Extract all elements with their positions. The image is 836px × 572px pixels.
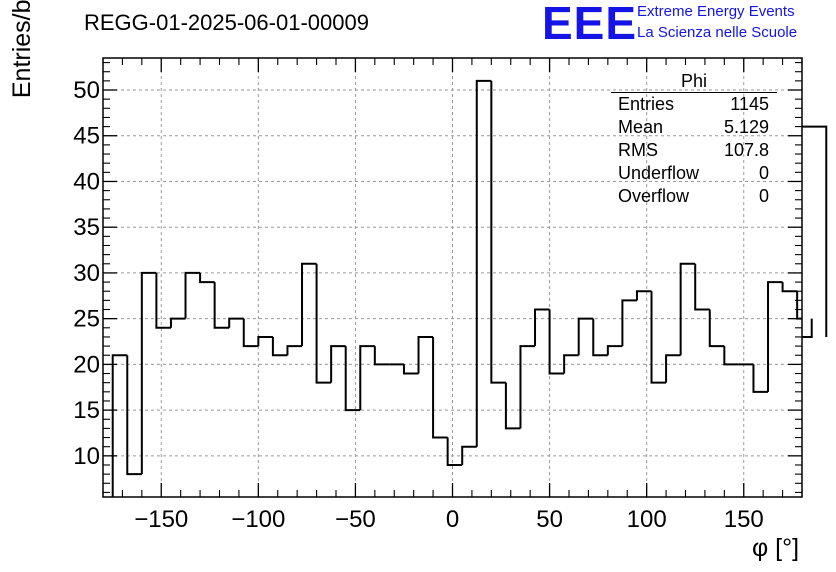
histogram-bin bbox=[781, 282, 798, 293]
x-tick-label: 150 bbox=[724, 506, 764, 533]
y-axis-label: Entries/bin bbox=[8, 0, 36, 99]
histogram-bin bbox=[606, 345, 623, 356]
x-tick-label: −50 bbox=[335, 506, 376, 533]
histogram-bin bbox=[315, 263, 332, 384]
histogram-bin bbox=[155, 272, 171, 329]
histogram-bin bbox=[359, 345, 375, 411]
y-tick-label: 50 bbox=[73, 77, 100, 104]
histogram-bin bbox=[140, 271, 157, 475]
histogram-bin bbox=[228, 317, 244, 328]
histogram-bin bbox=[802, 125, 828, 337]
stats-label: RMS bbox=[618, 140, 658, 160]
x-tick-label: −100 bbox=[231, 506, 285, 533]
histogram-bin bbox=[577, 317, 594, 356]
histogram-bin bbox=[650, 291, 667, 384]
histogram-bin bbox=[111, 354, 128, 497]
histogram-bin bbox=[723, 346, 739, 366]
histogram-bin bbox=[286, 345, 303, 356]
stats-row-rms: RMS 107.8 bbox=[611, 139, 777, 162]
histogram-bin bbox=[752, 364, 769, 393]
x-axis-label: φ [°] bbox=[752, 534, 800, 562]
stats-value: 0 bbox=[758, 163, 769, 183]
histogram-bin bbox=[708, 309, 725, 348]
stats-row-entries: Entries 1145 bbox=[611, 93, 777, 116]
histogram-bin bbox=[802, 318, 813, 338]
histogram-bin bbox=[126, 355, 142, 476]
histogram-bin bbox=[621, 299, 637, 347]
histogram-bin bbox=[213, 282, 230, 329]
stats-box: Phi Entries 1145 Mean 5.129 RMS 107.8 Un… bbox=[611, 71, 777, 208]
stats-value: 0 bbox=[758, 186, 769, 206]
y-tick-label: 25 bbox=[73, 306, 100, 333]
stats-value: 1145 bbox=[730, 94, 769, 114]
histogram-bin bbox=[402, 364, 419, 375]
plot-frame bbox=[102, 57, 803, 498]
y-tick-label: 20 bbox=[73, 351, 100, 378]
histogram-bin bbox=[169, 317, 186, 328]
stats-label: Overflow bbox=[618, 186, 690, 206]
histogram-bin bbox=[432, 336, 448, 439]
histogram-bin bbox=[548, 309, 565, 375]
histogram-bin bbox=[184, 271, 201, 319]
stats-label: Mean bbox=[618, 117, 664, 137]
histogram-bin bbox=[767, 281, 783, 392]
histogram-bin bbox=[796, 291, 802, 320]
logo-line-2: La Scienza nelle Scuole bbox=[637, 24, 798, 41]
stats-label: Entries bbox=[618, 94, 675, 114]
histogram-bin bbox=[301, 262, 317, 347]
x-tick-label: −150 bbox=[134, 506, 188, 533]
stats-row-overflow: Overflow 0 bbox=[611, 185, 777, 208]
histogram-bin bbox=[504, 382, 521, 430]
y-tick-label: 30 bbox=[73, 260, 100, 287]
y-tick-label: 10 bbox=[73, 443, 100, 470]
y-tick-label: 15 bbox=[73, 397, 100, 424]
histogram-bin bbox=[490, 80, 506, 384]
x-tick-label: 100 bbox=[627, 506, 667, 533]
x-tick-label: 0 bbox=[446, 506, 459, 533]
stats-row-underflow: Underflow 0 bbox=[611, 162, 777, 185]
histogram-bin bbox=[417, 335, 434, 374]
y-tick-label: 40 bbox=[73, 168, 100, 195]
logo-line-1: Extreme Energy Events bbox=[637, 3, 795, 20]
histogram-bin bbox=[446, 437, 463, 466]
y-tick-label: 35 bbox=[73, 214, 100, 241]
histogram-bin bbox=[271, 336, 288, 357]
stats-value: 5.129 bbox=[723, 117, 769, 137]
stats-label: Underflow bbox=[618, 163, 700, 183]
histogram-bin bbox=[563, 354, 579, 374]
y-tick-label: 45 bbox=[73, 123, 100, 150]
histogram-bin bbox=[475, 79, 492, 447]
histogram-bin bbox=[534, 308, 550, 347]
stats-row-mean: Mean 5.129 bbox=[611, 116, 777, 139]
stats-title: Phi bbox=[611, 71, 777, 93]
histogram-bin bbox=[242, 318, 259, 348]
histogram-bin bbox=[373, 346, 390, 366]
histogram-bin bbox=[519, 345, 536, 429]
histogram-bin bbox=[592, 318, 608, 357]
histogram-bin bbox=[344, 346, 361, 412]
histogram-bin bbox=[635, 290, 652, 301]
histogram-bin bbox=[665, 354, 681, 383]
histogram-bin bbox=[461, 445, 477, 465]
histogram-bin bbox=[694, 263, 710, 311]
histogram-bin bbox=[257, 335, 273, 347]
histogram-bin bbox=[679, 262, 696, 356]
eee-logo: EEE bbox=[542, 0, 638, 49]
x-tick-label: 50 bbox=[536, 506, 563, 533]
histogram-bin bbox=[330, 345, 346, 383]
stats-value: 107.8 bbox=[723, 140, 769, 160]
chart-title: REGG-01-2025-06-01-00009 bbox=[84, 10, 369, 35]
histogram-bin bbox=[199, 272, 215, 284]
